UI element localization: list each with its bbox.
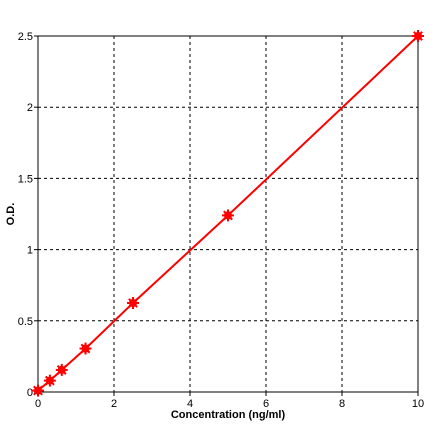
y-tick-label: 1 [27,245,33,257]
y-axis-title: O.D. [5,203,17,226]
data-point [55,363,68,376]
y-axis-ticks: 0 0.5 1 1.5 2 2.5 [18,31,38,399]
x-tick-label: 4 [187,398,193,410]
x-axis-ticks: 0 2 4 6 8 10 [35,392,424,410]
data-point [32,384,44,397]
data-point [412,30,424,42]
x-tick-label: 2 [111,398,117,410]
x-tick-label: 8 [339,398,345,410]
y-tick-label: 2.5 [18,31,33,43]
y-tick-label: 1.5 [18,173,33,185]
y-tick-label: 0.5 [18,316,33,328]
data-point [222,209,234,222]
x-tick-label: 0 [35,398,41,410]
data-point [43,374,56,387]
data-point [79,342,92,355]
x-tick-label: 6 [263,398,269,410]
plot-area-frame [37,35,419,393]
x-tick-label: 10 [412,398,424,410]
x-axis-title: Concentration (ng/ml) [171,409,286,421]
y-tick-label: 0 [27,387,33,399]
data-point [127,297,139,309]
data-series [32,30,424,397]
grid-lines [38,36,418,392]
y-tick-label: 2 [27,102,33,114]
